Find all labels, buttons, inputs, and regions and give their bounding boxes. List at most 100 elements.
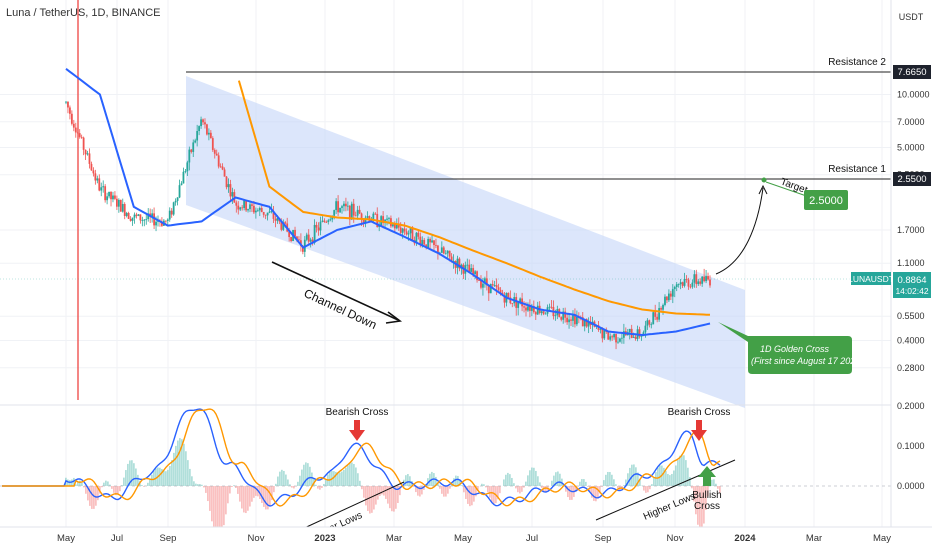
candle-body [345,204,347,207]
histogram-bar [499,486,500,493]
histogram-bar [357,473,358,486]
price-tick-label: 1.1000 [897,258,925,268]
candle-body [351,204,353,220]
candle-body [498,287,500,290]
candle-body [515,297,517,308]
candle-body [130,219,132,221]
candle-body [323,221,325,222]
histogram-bar [249,486,250,506]
candle-body [218,155,220,166]
histogram-bar [95,486,96,506]
histogram-bar [127,464,128,486]
histogram-bar [579,482,580,486]
candle-body [670,294,672,297]
histogram-bar [525,482,526,486]
candle-body [249,204,251,209]
candle-body [263,212,265,215]
candle-body [541,311,543,313]
candle-body [120,200,122,212]
histogram-bar [319,486,320,490]
histogram-bar [603,480,604,486]
histogram-bar [279,472,280,486]
histogram-bar [107,481,108,486]
candle-body [633,337,635,338]
histogram-bar [307,463,308,486]
histogram-bar [247,486,248,511]
histogram-bar [231,486,232,487]
candle-body [511,303,513,304]
histogram-bar [165,471,166,486]
candle-body [251,204,253,205]
candle-body [666,297,668,301]
histogram-bar [607,472,608,486]
histogram-bar [361,486,362,489]
candle-body [682,282,684,286]
candle-body [494,285,496,286]
histogram-bar [691,486,692,488]
histogram-bar [287,479,288,486]
candle-body [652,312,654,324]
histogram-bar [715,484,716,486]
histogram-bar [275,484,276,486]
candle-body [617,342,619,343]
candle-body [658,308,660,320]
histogram-bar [363,486,364,498]
candle-body [179,185,181,197]
candle-body [359,210,361,214]
candle-body [433,240,435,245]
symbol-title[interactable]: Luna / TetherUS, 1D, BINANCE [6,7,160,19]
candle-body [183,172,185,184]
histogram-bar [277,477,278,486]
candle-body [545,314,547,315]
histogram-bar [173,453,174,486]
resistance-2-value: 7.6650 [897,67,926,78]
candle-body [474,271,476,274]
histogram-bar [359,481,360,486]
histogram-bar [531,468,532,486]
candle-body [214,150,216,154]
histogram-bar [509,474,510,486]
bar-countdown: 14:02:42 [895,286,928,296]
histogram-bar [379,486,380,496]
candle-body [353,204,355,216]
histogram-bar [227,486,228,503]
candle-body [635,337,637,339]
histogram-bar [469,486,470,506]
candle-body [619,339,621,342]
histogram-bar [609,472,610,486]
candle-body [549,307,551,308]
candle-body [566,318,568,322]
histogram-bar [169,466,170,486]
candle-body [79,133,81,137]
candle-body [94,173,96,180]
candle-body [525,308,527,311]
candle-body [527,306,529,310]
histogram-bar [539,482,540,486]
histogram-bar [615,484,616,486]
histogram-bar [113,486,114,493]
candle-body [65,102,67,103]
candle-body [112,196,114,200]
histogram-bar [67,480,68,486]
histogram-bar [649,486,650,489]
candle-body [322,221,324,222]
histogram-bar [111,486,112,489]
candle-body [688,280,690,287]
candle-body [648,320,650,324]
candle-body [108,192,110,196]
histogram-bar [439,486,440,489]
histogram-bar [141,485,142,486]
histogram-bar [447,486,448,494]
candle-body [259,208,261,210]
candle-body [421,240,423,245]
candle-body [210,133,212,138]
candle-body [609,336,611,339]
candle-body [613,334,615,337]
time-tick-label: May [454,533,472,544]
histogram-bar [91,486,92,509]
candle-body [645,326,647,333]
candle-body [492,284,494,285]
price-tick-label: 0.5500 [897,311,925,321]
